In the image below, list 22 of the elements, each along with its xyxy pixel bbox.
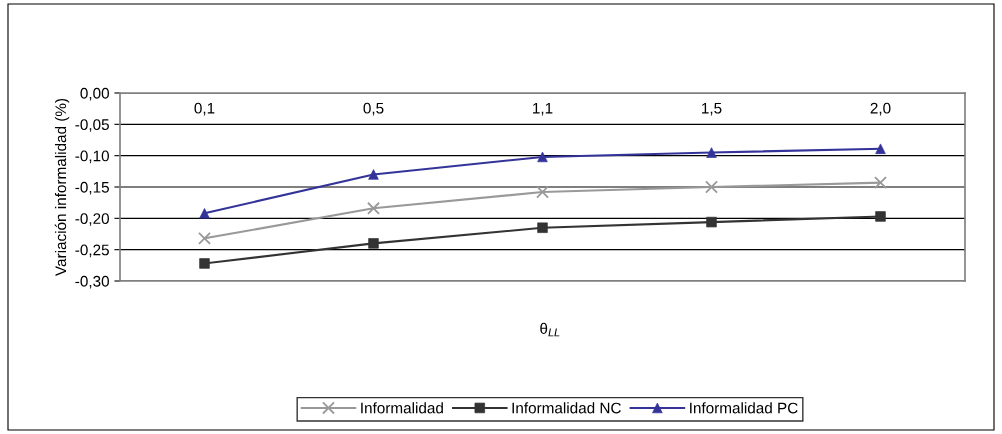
point [198, 231, 211, 245]
point [536, 185, 549, 199]
legend-label: Informalidad NC [512, 402, 621, 414]
legend-label: Informalidad PC [690, 402, 798, 414]
y-tick-label: -0,20 [75, 213, 109, 226]
y-axis-title: Variación informalidad (%) [54, 98, 70, 276]
x-tick-label: 1,5 [702, 102, 722, 116]
y-tick-label: -0,10 [75, 150, 109, 164]
point [367, 201, 380, 215]
y-tick-label: -0,05 [75, 119, 109, 132]
x-axis-title: θ$_{LL}$ [540, 322, 560, 337]
y-tick-label: 0,00 [80, 87, 109, 101]
x-tick-label: 1,1 [533, 102, 553, 116]
y-tick-label: -0,25 [75, 244, 109, 258]
x-tick-label: 0,1 [194, 102, 215, 116]
y-tick-label: -0,30 [75, 275, 109, 289]
x-tick-label: 2,0 [870, 102, 891, 116]
y-tick-label: -0,15 [75, 181, 109, 195]
x-tick-label: 0,5 [363, 102, 384, 116]
point [874, 176, 887, 190]
legend-label: Informalidad [361, 402, 443, 414]
point [705, 180, 718, 194]
